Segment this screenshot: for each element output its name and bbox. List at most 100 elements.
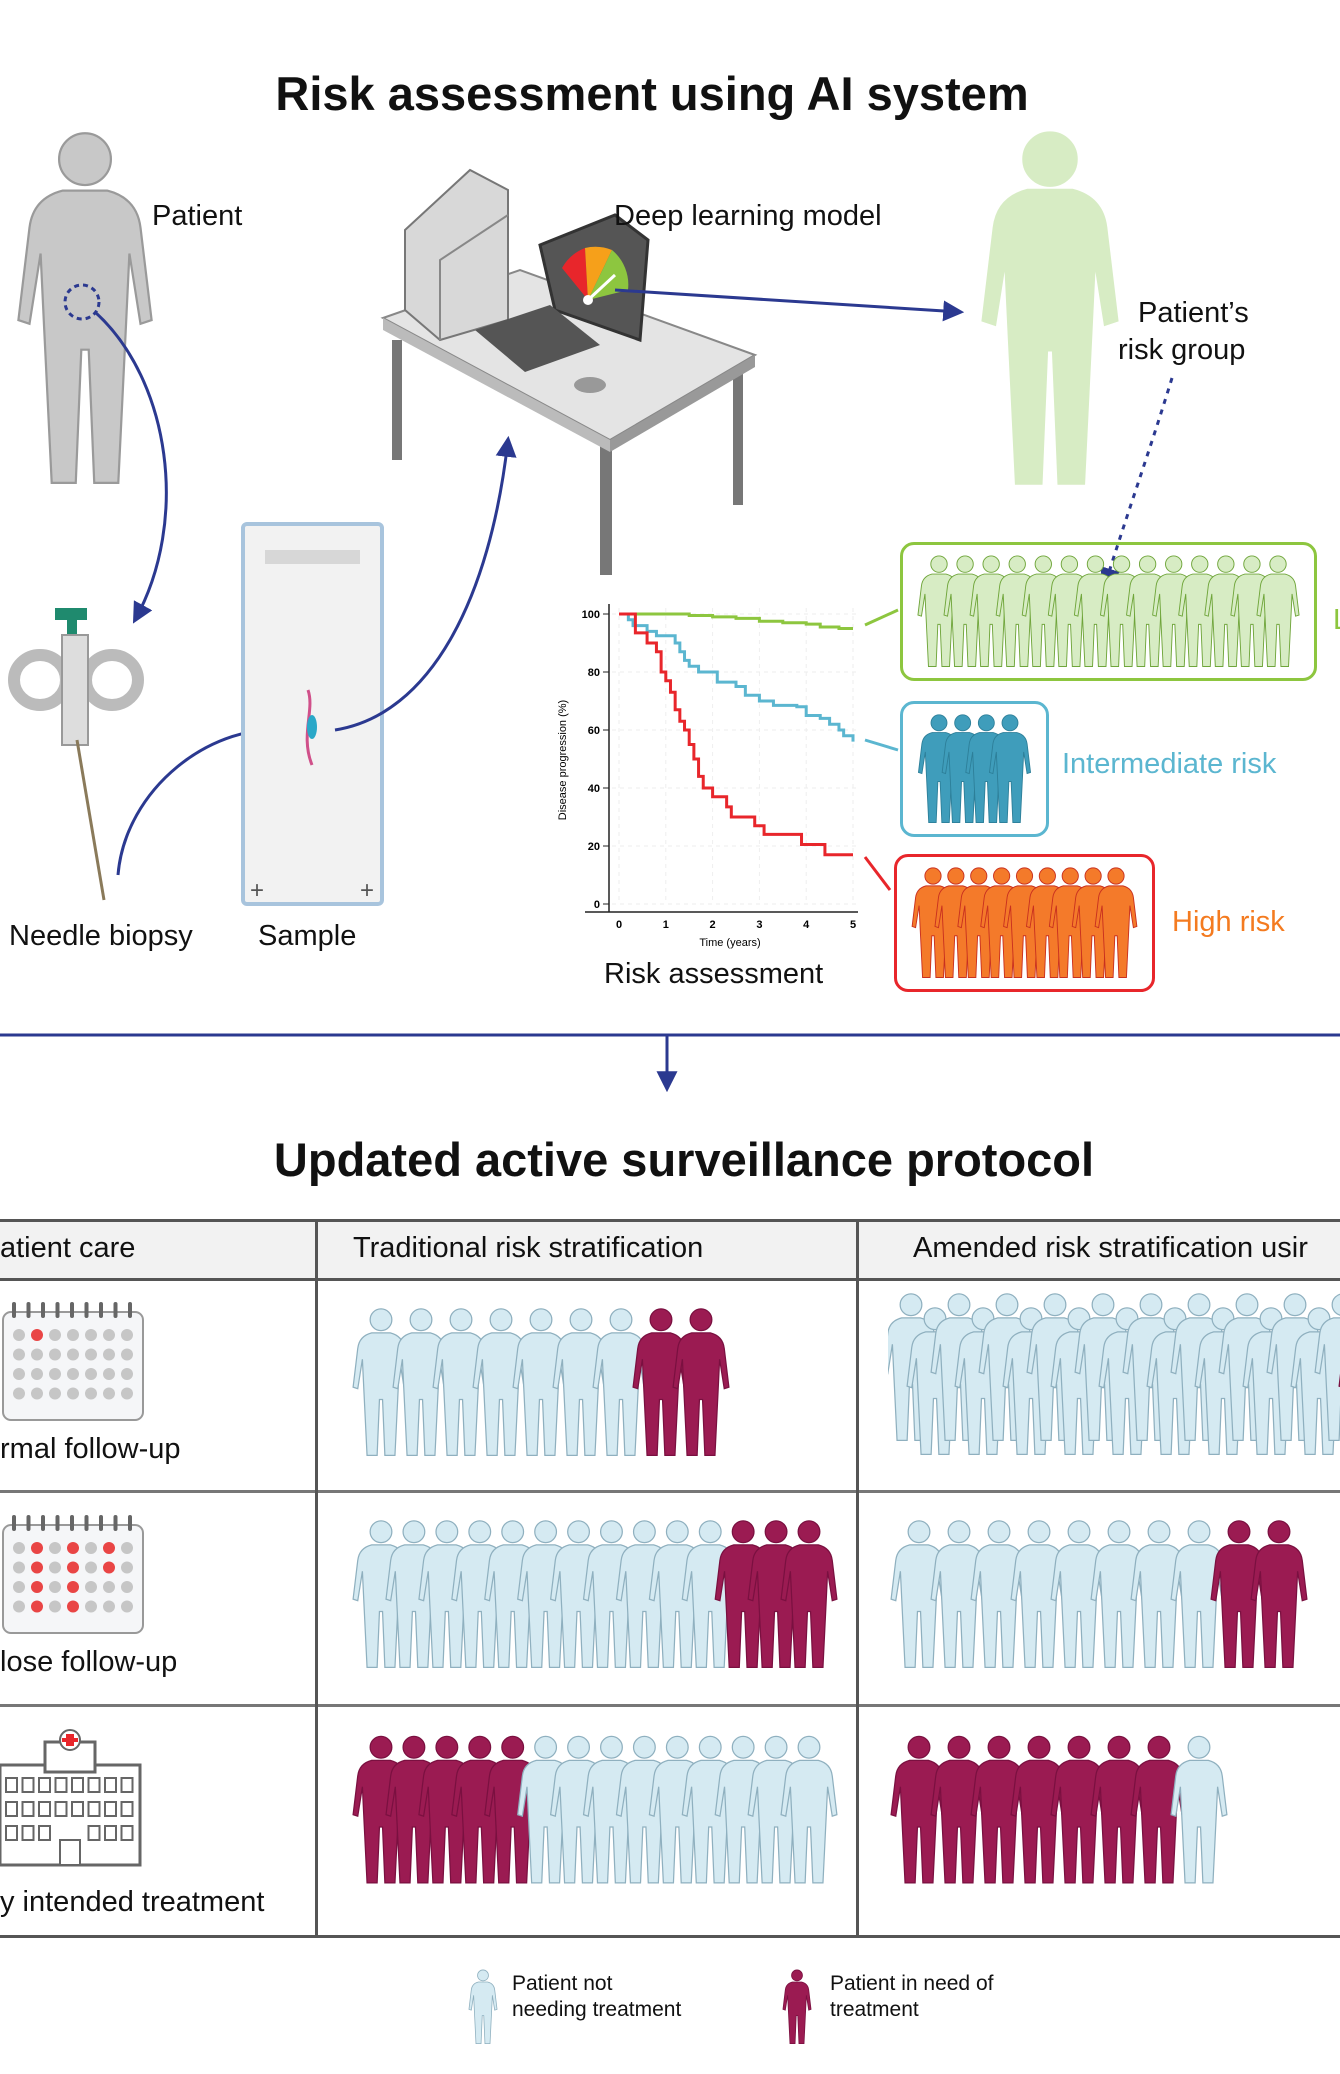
protocol-title: Updated active surveillance protocol xyxy=(273,1133,1095,1186)
model-label: Deep learning model xyxy=(614,200,882,232)
legend-text: treatment xyxy=(830,1998,919,2021)
hospital-icon xyxy=(0,1729,142,1867)
patient-label: Patient xyxy=(152,200,243,232)
patient-not-needing-treatment-icon xyxy=(1050,1520,1108,1669)
patient-not-needing-treatment-icon xyxy=(1010,1520,1068,1669)
patient-not-needing-treatment-icon xyxy=(352,1308,410,1457)
patient-needing-treatment-icon xyxy=(672,1308,730,1457)
patient-needing-treatment-icon xyxy=(1210,1520,1268,1669)
row-3-traditional-cell xyxy=(352,1735,838,1884)
patient-not-needing-treatment-icon xyxy=(970,1520,1028,1669)
row-1-traditional-cell xyxy=(352,1308,730,1457)
row-label-close-follow-up: lose follow-up xyxy=(0,1646,178,1678)
row-label-normal-follow-up: rmal follow-up xyxy=(0,1433,181,1465)
svg-text:+: + xyxy=(360,877,374,904)
y-tick-label: 40 xyxy=(588,783,600,795)
table-top-border xyxy=(0,1219,1340,1222)
x-tick-label: 1 xyxy=(663,919,669,931)
low-risk-label: L xyxy=(1333,604,1340,637)
patient-not-needing-treatment-icon xyxy=(512,1308,570,1457)
patient-not-needing-treatment-icon xyxy=(592,1308,650,1457)
biopsy-label: Needle biopsy xyxy=(9,920,193,952)
patient-needing-treatment-icon xyxy=(1010,1735,1068,1884)
high-risk-group-box xyxy=(894,854,1155,992)
patient-needing-treatment-icon xyxy=(1130,1735,1188,1884)
biopsy-site-marker xyxy=(63,283,101,321)
risk-group-label-1: Patient’s xyxy=(1138,297,1249,329)
risk-group-label-2: risk group xyxy=(1118,334,1246,366)
y-tick-label: 20 xyxy=(588,841,600,853)
legend-text: Patient not xyxy=(512,1972,613,1995)
row-2-traditional-cell xyxy=(352,1520,838,1669)
series-line-1 xyxy=(619,612,855,742)
row-label-intended-treatment: y intended treatment xyxy=(0,1886,265,1918)
patient-not-needing-treatment-icon xyxy=(930,1520,988,1669)
column-divider xyxy=(856,1220,859,1936)
y-tick-label: 80 xyxy=(588,667,600,679)
patient-needing-treatment-icon xyxy=(1050,1735,1108,1884)
patient-not-needing-treatment-icon xyxy=(1090,1520,1148,1669)
x-axis-label: Time (years) xyxy=(699,937,760,949)
patient-needing-treatment-icon xyxy=(632,1308,690,1457)
patient-not-needing-treatment-icon xyxy=(552,1308,610,1457)
patient-not-needing-treatment-icon xyxy=(1170,1520,1228,1669)
arrow-high-curve xyxy=(863,856,892,891)
row-divider xyxy=(0,1490,1340,1493)
low-risk-group-box xyxy=(900,542,1317,681)
row-divider xyxy=(0,1704,1340,1707)
patient-not-needing-treatment-icon xyxy=(1130,1520,1188,1669)
legend-text: needing treatment xyxy=(512,1998,682,2021)
x-tick-label: 2 xyxy=(710,919,716,931)
risk-group-patient-figure xyxy=(981,131,1119,485)
y-axis-label: Disease progression (%) xyxy=(557,700,569,820)
intermediate-risk-group-box xyxy=(900,701,1049,837)
risk-assessment-label: Risk assessment xyxy=(604,958,824,990)
x-tick-label: 5 xyxy=(850,919,856,931)
intermediate-risk-label: Intermediate risk xyxy=(1062,748,1277,780)
patient-figure xyxy=(16,131,154,485)
patient-needing-treatment-icon xyxy=(890,1735,948,1884)
sample-label: Sample xyxy=(258,920,357,952)
arrow-intermediate-curve xyxy=(864,738,899,752)
sample-slide-icon: + + xyxy=(241,522,384,906)
svg-text:+: + xyxy=(250,877,264,904)
survival-chart: 0 20 40 60 80 100 0 1 2 3 4 5 Time (years) Disease pr… xyxy=(557,604,860,949)
needle-biopsy-icon xyxy=(8,608,144,901)
x-tick-label: 4 xyxy=(803,919,810,931)
calendar-icon xyxy=(2,1302,144,1421)
x-tick-label: 3 xyxy=(756,919,762,931)
patient-not-needing-treatment-icon xyxy=(472,1308,530,1457)
header-amended: Amended risk stratification usir xyxy=(913,1232,1308,1264)
patient-needing-treatment-icon xyxy=(930,1735,988,1884)
high-risk-label: High risk xyxy=(1172,906,1285,938)
patient-not-needing-treatment-icon xyxy=(890,1520,948,1669)
row-1-amended-cell xyxy=(888,1293,1340,1456)
arrow-patient-to-biopsy xyxy=(93,310,168,624)
top-title: Risk assessment using AI system xyxy=(275,67,1029,120)
y-tick-label: 60 xyxy=(588,725,600,737)
x-tick-label: 0 xyxy=(616,919,622,931)
y-tick-label: 100 xyxy=(582,609,600,621)
patient-not-needing-treatment-icon xyxy=(392,1308,450,1457)
patient-needing-treatment-icon xyxy=(970,1735,1028,1884)
legend-needing: Patient in need of treatment xyxy=(830,1971,993,2023)
patient-not-needing-treatment-icon xyxy=(1170,1735,1228,1884)
calendar-icon xyxy=(2,1515,144,1634)
y-tick-label: 0 xyxy=(594,899,600,911)
row-3-amended-cell xyxy=(890,1735,1228,1884)
legend-text: Patient in need of xyxy=(830,1972,994,1995)
legend-needing-icon xyxy=(782,1969,812,2045)
computer-desk-icon xyxy=(380,168,758,575)
patient-not-needing-treatment-icon xyxy=(432,1308,490,1457)
series-line-2 xyxy=(619,612,853,857)
header-divider xyxy=(0,1278,1340,1281)
header-patient-care: atient care xyxy=(0,1232,136,1264)
row-2-amended-cell xyxy=(890,1520,1308,1669)
legend-not-needing-icon xyxy=(468,1969,498,2045)
table-bottom-border xyxy=(0,1935,1340,1938)
arrow-low-curve xyxy=(864,608,899,627)
patient-needing-treatment-icon xyxy=(1250,1520,1308,1669)
series-line-0 xyxy=(619,612,853,630)
header-traditional: Traditional risk stratification xyxy=(353,1232,704,1264)
